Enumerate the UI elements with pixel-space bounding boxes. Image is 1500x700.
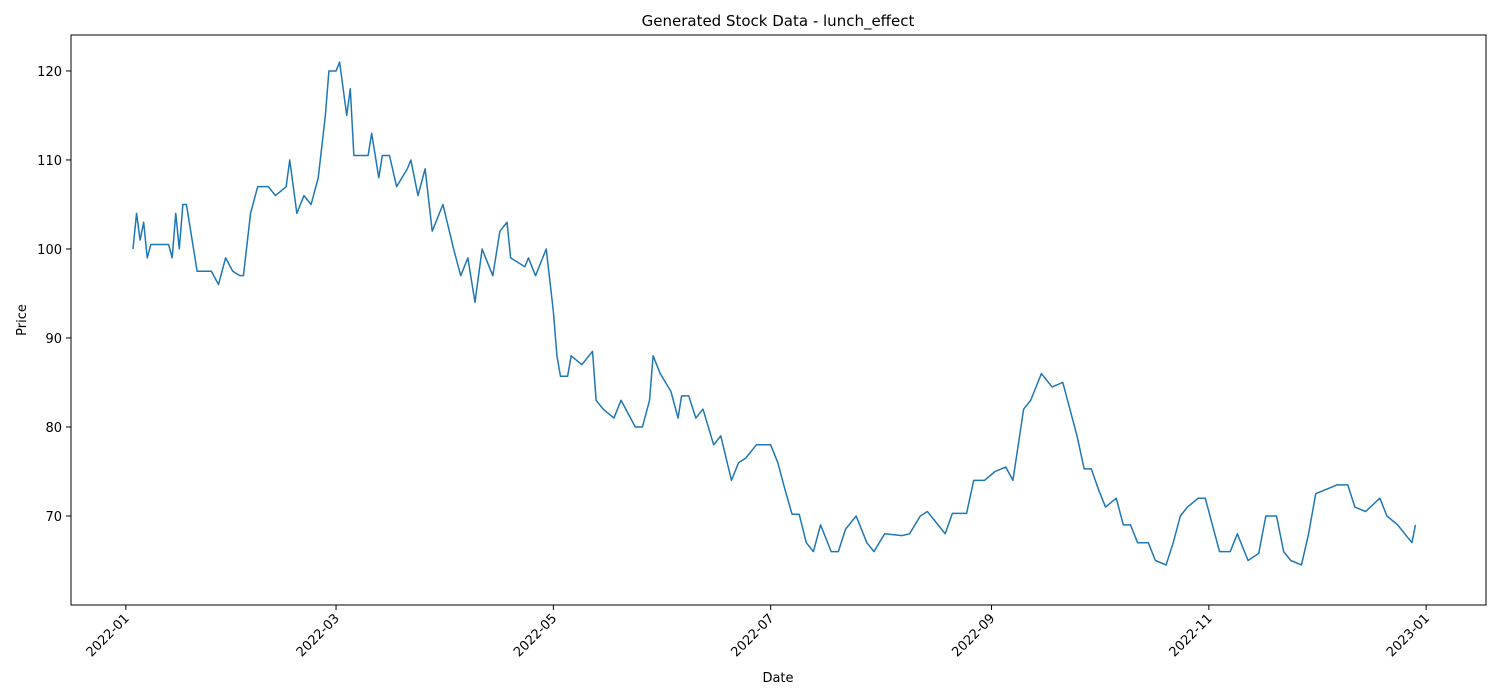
y-tick-label: 90 bbox=[45, 332, 62, 347]
chart-title: Generated Stock Data - lunch_effect bbox=[642, 12, 915, 31]
x-tick-label: 2022-09 bbox=[949, 611, 998, 660]
x-tick-label: 2022-05 bbox=[511, 611, 560, 660]
plot-frame bbox=[70, 34, 1487, 606]
y-tick-label: 120 bbox=[37, 65, 62, 80]
y-tick-label: 100 bbox=[37, 243, 62, 258]
x-tick-label: 2022-11 bbox=[1167, 611, 1216, 660]
y-axis-label: Price bbox=[15, 304, 30, 336]
y-tick-label: 80 bbox=[45, 421, 62, 436]
x-axis-label: Date bbox=[762, 671, 793, 686]
x-tick-label: 2022-03 bbox=[294, 611, 343, 660]
x-tick-label: 2022-01 bbox=[84, 611, 133, 660]
price-line bbox=[132, 61, 1417, 566]
x-tick-label: 2022-07 bbox=[728, 611, 777, 660]
y-tick-label: 70 bbox=[45, 510, 62, 525]
y-tick-label: 110 bbox=[37, 154, 62, 169]
x-tick-label: 2023-01 bbox=[1384, 611, 1433, 660]
